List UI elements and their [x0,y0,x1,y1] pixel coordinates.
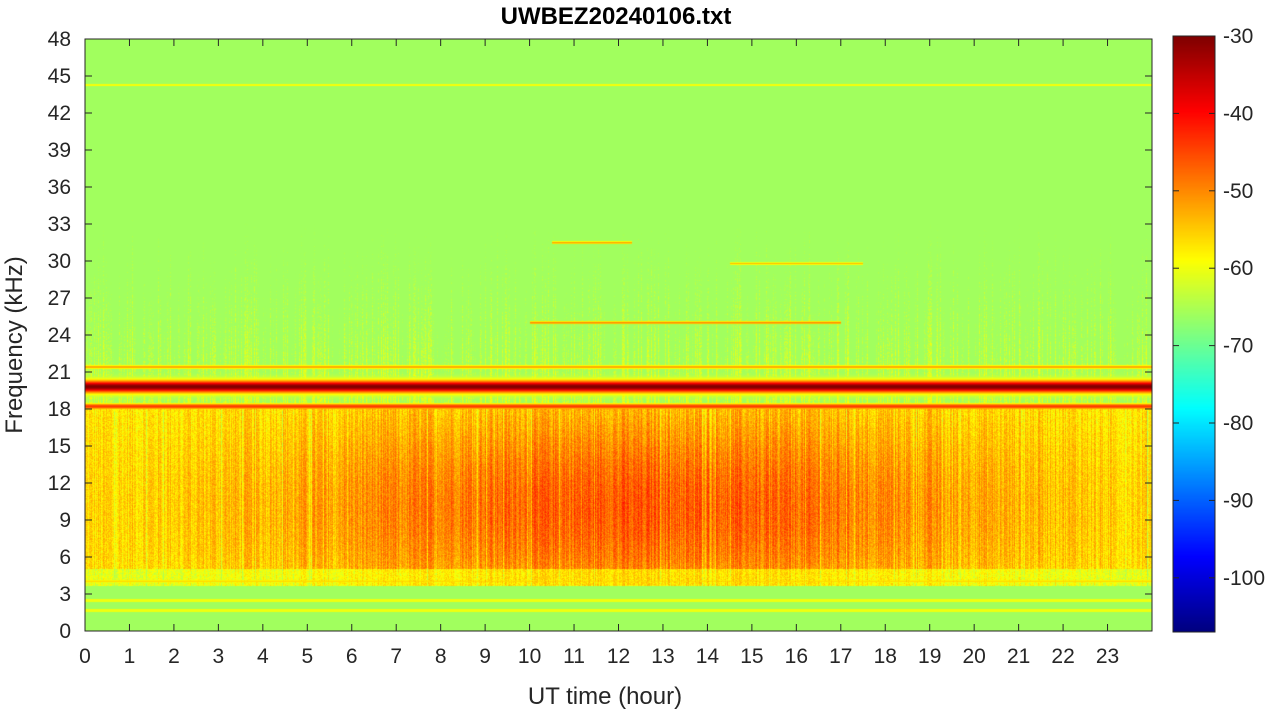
y-tick-label: 36 [48,176,71,199]
colorbar-gradient [1173,36,1215,632]
colorbar-tick-label: -80 [1223,412,1253,435]
colorbar-tick-label: -50 [1223,180,1253,203]
y-tick-label: 27 [48,287,71,310]
x-tick-label: 6 [346,645,358,668]
x-tick-label: 7 [390,645,402,668]
colorbar-ticks: -100 -90 -80 -70 -60 -50 -40 -30 [1173,25,1265,590]
x-tick-label: 9 [479,645,491,668]
x-axis-label: UT time (hour) [528,683,682,710]
x-axis: 0 1 2 3 4 5 6 7 8 9 10 11 12 13 14 15 16 17 18 19 20 21 22 23 [79,39,1119,668]
y-tick-label: 15 [48,435,71,458]
colorbar-tick-label: -40 [1223,102,1253,125]
y-tick-label: 33 [48,213,71,236]
plot-region [84,38,1153,632]
y-tick-label: 48 [48,28,71,51]
colorbar-frame [1172,35,1216,633]
x-tick-label: 20 [962,645,985,668]
x-tick-label: 22 [1051,645,1074,668]
x-tick-label: 23 [1096,645,1119,668]
spectrogram-image [85,39,1152,631]
x-tick-label: 11 [563,645,585,668]
y-tick-label: 0 [59,620,71,643]
x-tick-label: 15 [740,645,763,668]
colorbar-tick-label: -100 [1223,567,1265,590]
colorbar-tick-label: -30 [1223,25,1253,48]
x-tick-label: 17 [829,645,852,668]
colorbar-tick-label: -60 [1223,257,1253,280]
y-tick-label: 12 [48,472,71,495]
x-tick-label: 1 [124,645,136,668]
y-tick-label: 21 [48,361,71,384]
y-tick-label: 24 [48,324,72,347]
x-tick-label: 14 [696,645,720,668]
colorbar: -100 -90 -80 -70 -60 -50 -40 -30 [1172,25,1265,633]
chart-title: UWBEZ20240106.txt [501,3,732,30]
y-tick-label: 9 [59,509,71,532]
y-tick-label: 3 [59,583,71,606]
x-tick-label: 4 [257,645,269,668]
x-tick-label: 19 [918,645,941,668]
x-tick-label: 18 [874,645,897,668]
x-tick-label: 10 [518,645,541,668]
x-tick-label: 16 [785,645,808,668]
x-tick-label: 13 [651,645,674,668]
y-tick-label: 45 [48,65,71,88]
x-tick-label: 5 [301,645,313,668]
x-tick-label: 8 [435,645,447,668]
y-tick-label: 39 [48,139,71,162]
colorbar-tick-label: -70 [1223,335,1253,358]
y-tick-label: 18 [48,398,71,421]
colorbar-tick-label: -90 [1223,489,1253,512]
y-axis-label: Frequency (kHz) [1,256,28,433]
y-tick-label: 42 [48,102,71,125]
x-tick-label: 12 [607,645,630,668]
x-tick-label: 3 [213,645,225,668]
x-tick-label: 0 [79,645,91,668]
y-tick-label: 30 [48,250,71,273]
x-tick-label: 21 [1007,645,1030,668]
y-tick-label: 6 [59,546,71,569]
x-tick-label: 2 [168,645,180,668]
